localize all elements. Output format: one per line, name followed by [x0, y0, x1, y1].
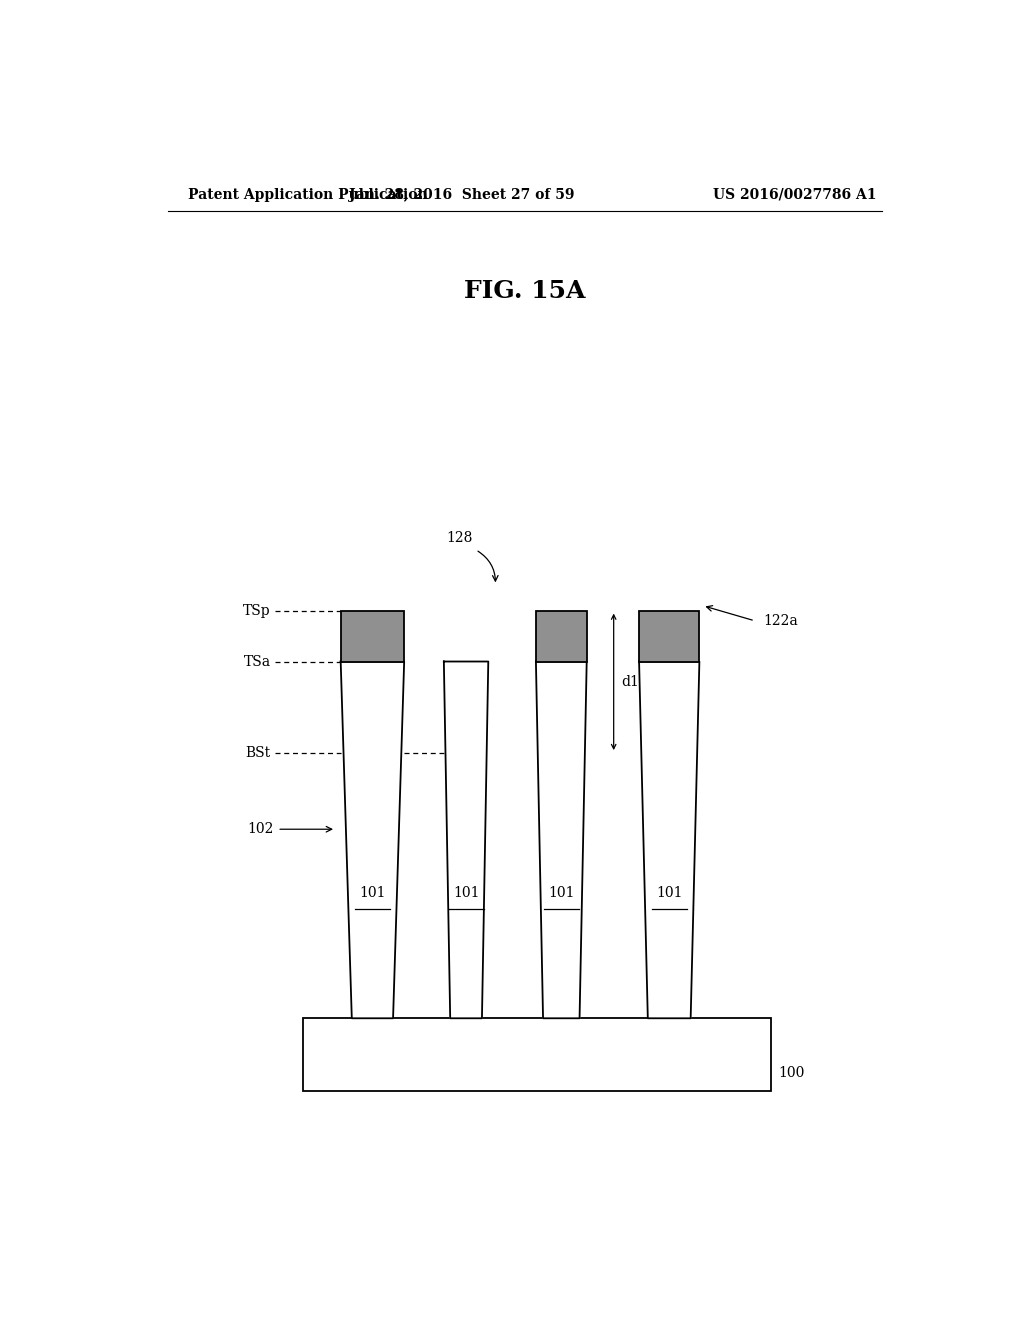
Text: 101: 101: [548, 886, 574, 900]
Bar: [639, 611, 699, 661]
Bar: [303, 1018, 771, 1092]
Text: Patent Application Publication: Patent Application Publication: [187, 187, 427, 202]
Text: 101: 101: [453, 886, 479, 900]
Text: 101: 101: [359, 886, 386, 900]
Bar: [536, 611, 587, 661]
Text: FIG. 15A: FIG. 15A: [464, 279, 586, 302]
Text: Jan. 28, 2016  Sheet 27 of 59: Jan. 28, 2016 Sheet 27 of 59: [348, 187, 574, 202]
Polygon shape: [443, 661, 488, 1018]
Polygon shape: [536, 661, 587, 1018]
Bar: [341, 611, 404, 661]
Text: US 2016/0027786 A1: US 2016/0027786 A1: [713, 187, 877, 202]
Text: TSa: TSa: [244, 655, 270, 668]
Text: 122a: 122a: [763, 614, 798, 628]
Text: BSt: BSt: [246, 746, 270, 760]
Polygon shape: [639, 661, 699, 1018]
Polygon shape: [341, 661, 404, 1018]
Text: TSp: TSp: [244, 603, 270, 618]
Text: 100: 100: [778, 1067, 805, 1080]
Text: 101: 101: [656, 886, 682, 900]
Text: 128: 128: [446, 531, 473, 545]
Text: 102: 102: [247, 822, 273, 837]
Text: d1: d1: [622, 675, 640, 689]
